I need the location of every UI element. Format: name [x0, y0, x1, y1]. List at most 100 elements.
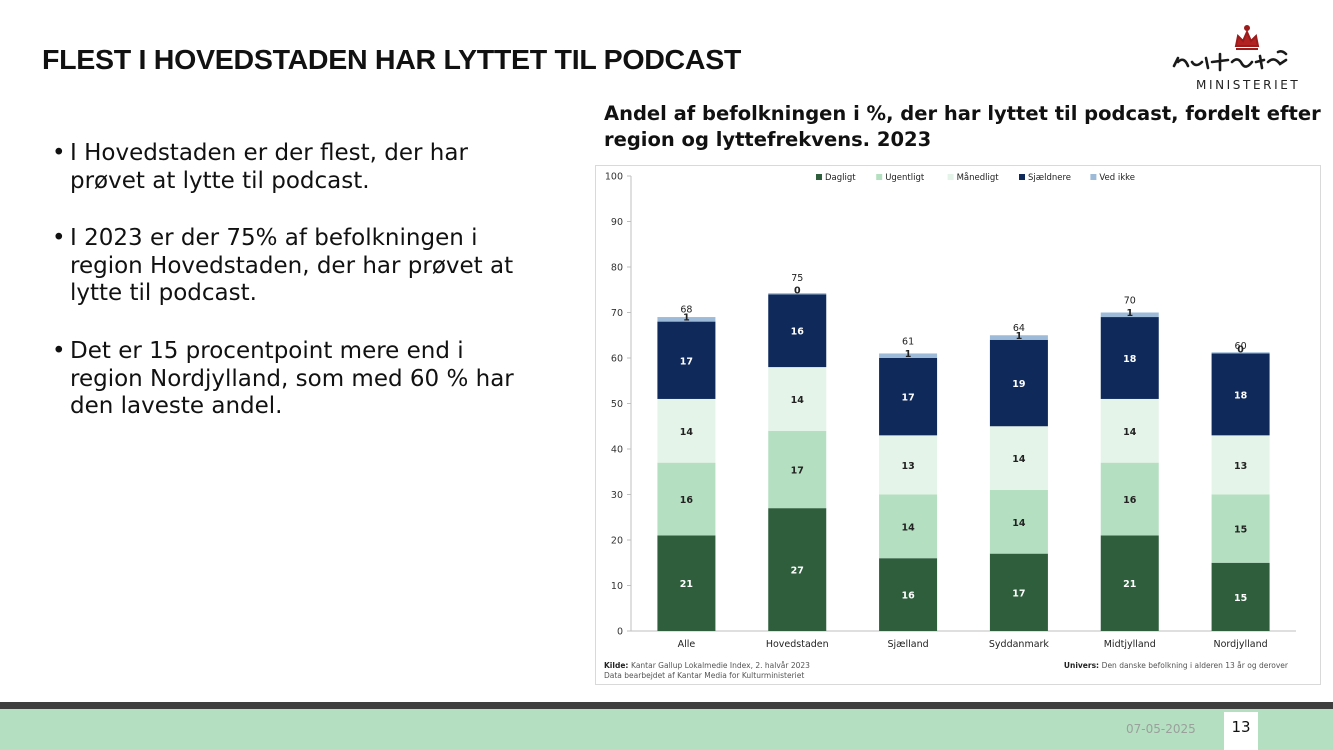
data-label: 17 [680, 356, 693, 367]
legend-label: Ved ikke [1099, 173, 1135, 183]
total-label: 70 [1124, 296, 1136, 307]
legend-label: Ugentligt [885, 173, 925, 183]
legend-swatch [947, 174, 954, 180]
footer-bar [0, 709, 1333, 750]
data-label: 14 [901, 522, 915, 533]
data-label: 1 [905, 349, 912, 360]
source-text: Kantar Gallup Lokalmedie Index, 2. halvå… [631, 661, 810, 670]
data-label: 13 [901, 461, 914, 472]
data-label: 14 [1123, 427, 1137, 438]
y-tick-label: 100 [605, 172, 623, 183]
chart-frame: 0 10 20 30 40 50 60 70 80 90 100 Dagligt Ugentligt Må… [595, 165, 1321, 685]
data-label: 13 [1234, 461, 1247, 472]
data-label: 21 [680, 579, 693, 590]
bullet-item: I 2023 er der 75% af befolkningen i regi… [52, 225, 522, 308]
bar-segment [1100, 312, 1159, 318]
data-label: 0 [1237, 344, 1244, 355]
data-label: 1 [1016, 331, 1023, 342]
footer-divider [0, 702, 1333, 709]
source-note: Kilde: Kantar Gallup Lokalmedie Index, 2… [604, 661, 810, 670]
bar-segment [879, 435, 938, 495]
source-label: Kilde: [604, 661, 631, 670]
bar-segment [879, 358, 938, 436]
bar-segment [1211, 494, 1270, 563]
data-label: 17 [791, 465, 804, 476]
bar-segment [989, 335, 1048, 340]
bar-segment [657, 462, 716, 536]
data-label: 19 [1012, 379, 1025, 390]
bar-segment [1100, 535, 1159, 631]
x-tick-label: Alle [678, 639, 696, 650]
universe-label: Univers: [1064, 661, 1102, 670]
page-number-box: 13 [1224, 712, 1258, 750]
legend-label: Månedligt [957, 172, 1000, 183]
x-tick-label: Syddanmark [989, 639, 1050, 650]
x-tick-label: Sjælland [888, 639, 929, 650]
data-label: 18 [1123, 354, 1137, 365]
total-label: 68 [680, 305, 692, 316]
data-label: 18 [1234, 390, 1248, 401]
y-tick-label: 20 [611, 536, 623, 547]
data-label: 15 [1234, 593, 1247, 604]
bar-segment [1211, 353, 1270, 436]
y-tick-label: 30 [611, 490, 623, 501]
bar-segment [989, 489, 1048, 554]
y-tick-label: 10 [611, 581, 623, 592]
legend-swatch [816, 174, 822, 180]
chart-title: Andel af befolkningen i %, der har lytte… [604, 102, 1321, 152]
data-label: 14 [1012, 454, 1026, 465]
bar-segment [657, 321, 716, 399]
bullet-item: I Hovedstaden er der flest, der har prøv… [52, 140, 522, 195]
bar-segment [989, 426, 1048, 490]
x-tick-label: Midtjylland [1104, 639, 1156, 650]
data-label: 1 [683, 313, 690, 324]
legend-swatch [1090, 174, 1097, 180]
bullet-list: I Hovedstaden er der flest, der har prøv… [52, 140, 522, 451]
data-label: 0 [794, 285, 801, 296]
data-label: 17 [901, 393, 914, 404]
total-label: 60 [1235, 341, 1247, 352]
data-label: 21 [1123, 579, 1136, 590]
bar-segment [657, 317, 716, 322]
total-label: 75 [791, 273, 803, 284]
footer-date: 07-05-2025 [1126, 722, 1196, 736]
universe-note: Univers: Den danske befolkning i alderen… [1064, 661, 1289, 670]
data-label: 16 [1123, 495, 1137, 506]
legend-swatch [876, 174, 883, 180]
bar-segment [1211, 562, 1270, 631]
bar-segment [657, 535, 716, 631]
bar-segment [1100, 398, 1159, 463]
y-tick-label: 80 [611, 263, 623, 274]
kultur-script-icon [1172, 50, 1288, 72]
bar-segment [989, 339, 1048, 427]
legend-label: Dagligt [825, 173, 856, 183]
data-label: 16 [791, 327, 805, 338]
data-label: 27 [791, 566, 804, 577]
y-tick-label: 50 [611, 399, 623, 410]
bar-segment [768, 294, 827, 368]
data-label: 1 [1126, 308, 1133, 319]
data-label: 16 [680, 495, 694, 506]
legend-swatch [1019, 174, 1025, 180]
data-label: 16 [901, 591, 915, 602]
bar-segment [989, 553, 1048, 631]
ministry-logo-text: MINISTERIET [1196, 78, 1301, 92]
bar-segment [879, 353, 938, 358]
bar-segment [657, 398, 716, 463]
y-tick-label: 90 [611, 217, 623, 228]
bar-segment [768, 293, 827, 295]
y-tick-label: 0 [617, 627, 623, 638]
data-label: 14 [791, 395, 805, 406]
bar-segment [1211, 435, 1270, 495]
ministry-logo [1172, 25, 1288, 72]
data-label: 15 [1234, 525, 1247, 536]
total-label: 61 [902, 336, 914, 347]
bar-segment [879, 494, 938, 559]
universe-text: Den danske befolkning i alderen 13 år og… [1102, 661, 1289, 670]
source-subnote: Data bearbejdet af Kantar Media for Kult… [604, 671, 804, 680]
slide-title: FLEST I HOVEDSTADEN HAR LYTTET TIL PODCA… [42, 44, 742, 75]
x-tick-label: Nordjylland [1214, 639, 1268, 650]
total-label: 64 [1013, 323, 1025, 334]
data-label: 14 [680, 427, 694, 438]
page-number: 13 [1231, 718, 1251, 736]
